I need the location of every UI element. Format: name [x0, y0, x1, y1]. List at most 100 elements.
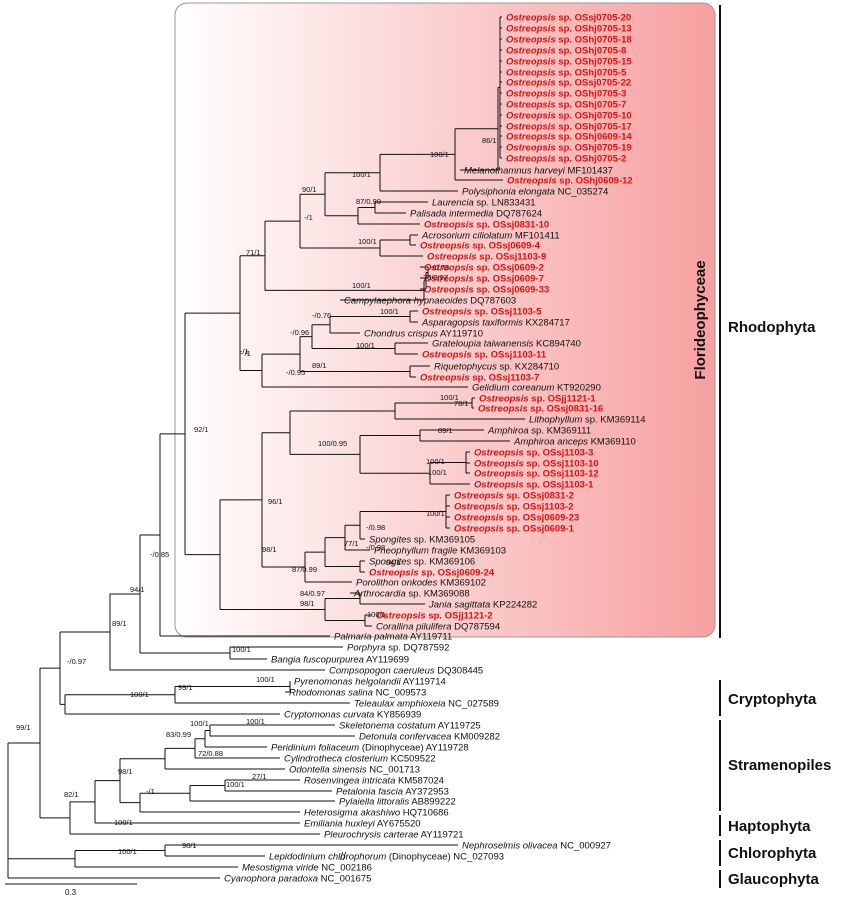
support-value: 100/1	[426, 457, 445, 466]
support-value: 100/1	[232, 645, 251, 654]
tip-label-ostreopsis: Ostreopsis sp. OShj0705-8	[506, 46, 626, 57]
tip-label-ostreopsis: Ostreopsis sp. OSsj0705-20	[506, 13, 631, 24]
support-value: 100/1	[226, 780, 245, 789]
group-label-stramenopiles: Stramenopiles	[728, 757, 831, 774]
tip-label: Compsopogon caeruleus DQ308445	[329, 666, 483, 677]
support-value: -/0.76	[312, 311, 331, 320]
support-value: 100/1	[256, 675, 275, 684]
tip-label: Cryptomonas curvata KY856939	[284, 710, 421, 721]
tip-label: Porphyra sp. DQ787592	[347, 643, 449, 654]
tip-label: Lithophyllum sp. KM369114	[529, 415, 646, 426]
tip-label-ostreopsis: Ostreopsis sp. OSsj0609-2	[424, 263, 544, 274]
tip-label-ostreopsis: Ostreopsis sp. OShj0705-2	[506, 154, 626, 165]
tip-label: Amphiroa sp. KM369111	[487, 426, 591, 437]
tip-label: Cylindrotheca closterium KC509522	[284, 754, 436, 765]
tip-label-ostreopsis: Ostreopsis sp. OSjj1121-1	[479, 394, 596, 405]
tip-label: Peridinium foliaceum (Dinophyceae) AY119…	[271, 743, 469, 754]
support-value: 100/0.95	[318, 439, 347, 448]
florideophyceae-label: Florideophyceae	[692, 260, 709, 379]
support-value: 100/1	[130, 690, 149, 699]
tree-branches	[7, 16, 525, 879]
tip-label-ostreopsis: Ostreopsis sp. OSsj0705-22	[506, 78, 631, 89]
tip-label-ostreopsis: Ostreopsis sp. OShj0705-5	[506, 68, 627, 79]
support-value: -/0.98	[366, 543, 385, 552]
tip-label: Nephroselmis olivacea NC_000927	[462, 841, 611, 852]
tip-label-ostreopsis: Ostreopsis sp. OSsj0609-24	[369, 568, 495, 579]
tip-label-ostreopsis: Ostreopsis sp. OShj0705-7	[506, 100, 626, 111]
support-value: -/0.98	[366, 523, 385, 532]
support-value: 72/0.88	[198, 749, 223, 758]
tip-label: Gelidium coreanum KT920290	[472, 383, 601, 394]
support-value: 89/1	[438, 426, 453, 435]
support-value: -/0.73	[430, 263, 449, 272]
support-value: 100/1	[430, 150, 449, 159]
florideophyceae-box	[174, 2, 716, 638]
tip-label: Porolithon onkodes KM369102	[356, 578, 486, 589]
tip-label: Palmaria palmata AY119711	[334, 632, 452, 643]
tip-label-ostreopsis: Ostreopsis sp. OShj0705-19	[506, 143, 632, 154]
support-value: 78/1	[454, 399, 469, 408]
support-value: 100/1	[190, 719, 209, 728]
tip-label-ostreopsis: Ostreopsis sp. OSsj1103-1	[474, 480, 594, 491]
tip-label: Laurencia sp. LN833431	[432, 198, 536, 209]
tip-label: Corallina pilulifera DQ787594	[376, 622, 500, 633]
tip-label-ostreopsis: Ostreopsis sp. OSsj1103-10	[474, 459, 599, 470]
tip-label: Mesostigma viride NC_002186	[242, 863, 372, 874]
tip-label-ostreopsis: Ostreopsis sp. OShj0705-17	[506, 122, 632, 133]
support-value: 100/1	[367, 610, 386, 619]
support-value: 98/1	[118, 767, 133, 776]
support-value: 100/1	[380, 307, 399, 316]
support-value: -/0.96	[290, 328, 309, 337]
tip-label-ostreopsis: Ostreopsis sp. OSsj1103-7	[420, 373, 539, 384]
support-value: 100/1	[118, 847, 137, 856]
tip-label-ostreopsis: Ostreopsis sp. OShj0705-3	[506, 89, 626, 100]
tip-label-ostreopsis: Ostreopsis sp. OSsj0831-16	[478, 404, 603, 415]
support-value: 100/1	[426, 509, 445, 518]
group-label-cryptophyta: Cryptophyta	[728, 691, 817, 708]
tip-label-ostreopsis: Ostreopsis sp. OSsj1103-12	[474, 469, 599, 480]
support-value: 76/0.97	[423, 273, 448, 282]
tip-label: Lepidodinium chlorophorum (Dinophyceae) …	[269, 852, 504, 863]
support-value: 87/0.99	[292, 565, 317, 574]
tip-label: Spongites sp. KM369106	[369, 557, 475, 568]
support-value: 92/1	[194, 425, 209, 434]
tip-label-ostreopsis: Ostreopsis sp. OSsj0609-33	[424, 285, 549, 296]
support-value: 71/1	[246, 248, 261, 257]
tip-label: Emiliania huxleyi AY675520	[304, 819, 421, 830]
tip-label: Pneophyllum fragile KM369103	[374, 546, 506, 557]
tip-label: Rosenvingea intricata KM587024	[304, 776, 444, 787]
support-value: 83/0.99	[166, 730, 191, 739]
support-value: 98/1	[182, 841, 197, 850]
support-value: 98/1	[262, 545, 277, 554]
tip-label: Amphiroa anceps KM369110	[513, 437, 636, 448]
tip-label: Cyanophora paradoxa NC_001675	[224, 874, 371, 885]
support-value: 96/1	[268, 497, 283, 506]
tip-label: Detonula confervacea KM009282	[359, 732, 500, 743]
tip-label: Asparagopsis taxiformis KX284717	[421, 318, 570, 329]
tip-label-ostreopsis: Ostreopsis sp. OShj0705-13	[506, 24, 632, 35]
support-value: - /1	[240, 349, 251, 358]
tip-label: Chondrus crispus AY119710	[364, 329, 483, 340]
tip-label-ostreopsis: Ostreopsis sp. OSsj1103-11	[422, 350, 547, 361]
support-value: 84/0.97	[300, 589, 325, 598]
scale-label: 0.3	[65, 888, 77, 897]
tip-label: Jania sagittata KP224282	[428, 600, 537, 611]
support-value: 100/1	[428, 468, 447, 477]
tip-label-ostreopsis: Ostreopsis sp. OSsj1103-3	[474, 448, 593, 459]
tip-label: Teleaulax amphioxeia NC_027589	[354, 699, 499, 710]
support-value: 94/1	[386, 558, 401, 567]
group-label-glaucophyta: Glaucophyta	[728, 871, 820, 888]
branch-break-mark: //	[340, 851, 347, 863]
group-label-rhodophyta: Rhodophyta	[728, 319, 816, 336]
tip-label: Grateloupia taiwanensis KC894740	[432, 339, 581, 350]
tip-label-ostreopsis: Ostreopsis sp. OSsj0609-7	[424, 274, 544, 285]
tip-label-ostreopsis: Ostreopsis sp. OSsj0609-23	[454, 513, 579, 524]
tip-label: Heterosigma akashiwo HQ710686	[304, 808, 449, 819]
support-value: 82/1	[64, 790, 79, 799]
support-value: -/1	[146, 787, 155, 796]
tip-label: Bangia fuscopurpurea AY119699	[271, 655, 409, 666]
support-value: 27/1	[252, 772, 267, 781]
tip-label-ostreopsis: Ostreopsis sp. OShj0609-14	[506, 132, 632, 143]
support-value: 90/1	[302, 185, 317, 194]
